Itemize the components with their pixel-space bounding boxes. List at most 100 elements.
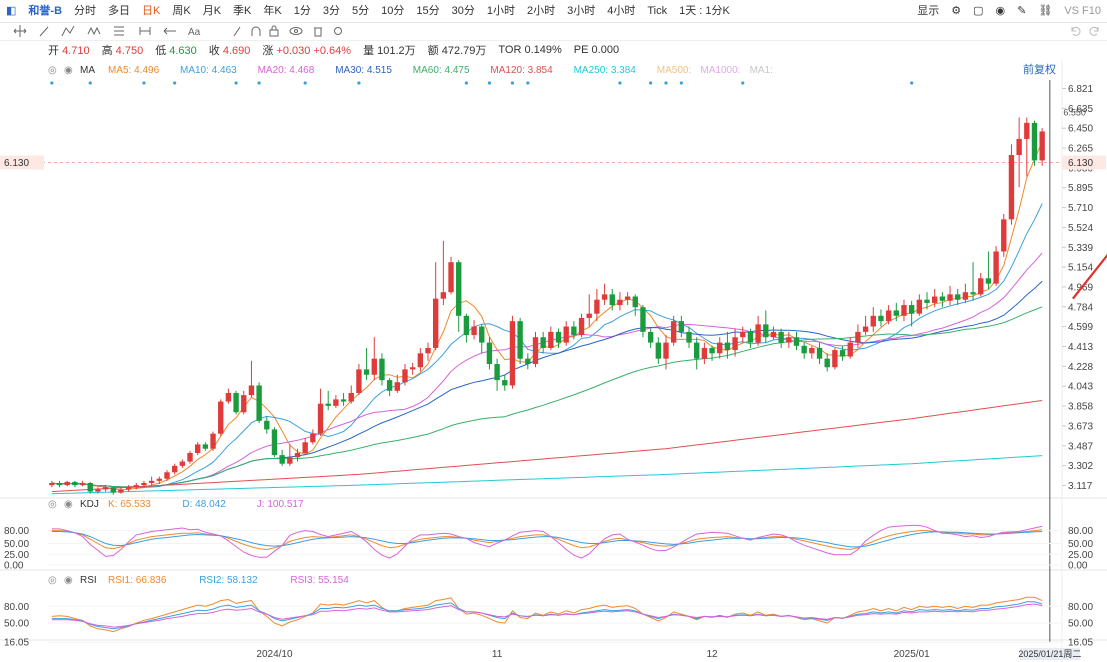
- period-tab-10[interactable]: 10分: [381, 5, 405, 17]
- x-label-1: 11: [492, 649, 503, 660]
- range-tool-icon[interactable]: [139, 27, 151, 35]
- redo-icon[interactable]: [1089, 26, 1099, 36]
- eye-tool-icon[interactable]: [289, 27, 303, 35]
- text-tool-icon[interactable]: Aa: [188, 27, 201, 38]
- ma-legend-7: MA500:: [657, 65, 691, 76]
- candle-body-11: [133, 485, 139, 488]
- period-tab-11[interactable]: 15分: [416, 5, 440, 17]
- candle-body-86: [709, 347, 715, 354]
- candle-body-119: [962, 292, 969, 300]
- magnet-tool-icon[interactable]: [251, 26, 261, 36]
- y-tick-label-7: 5.524: [1068, 223, 1093, 234]
- candle-body-36: [325, 403, 331, 406]
- period-tab-2[interactable]: 日K: [142, 5, 161, 17]
- period-tab-15[interactable]: 3小时: [567, 5, 596, 17]
- candle-body-106: [862, 326, 869, 332]
- candle-body-126: [1016, 138, 1022, 156]
- y-tick-label-14: 4.228: [1068, 362, 1093, 373]
- candle-body-37: [333, 399, 339, 406]
- wave-tool-icon[interactable]: [87, 26, 101, 36]
- candle-body-78: [647, 331, 654, 343]
- ma-line-ma20: [51, 252, 1043, 488]
- period-tab-5[interactable]: 季K: [233, 5, 252, 17]
- sidebar-toggle-icon[interactable]: ◧: [6, 5, 17, 17]
- settings-icon[interactable]: ⚙: [951, 5, 962, 17]
- candle-body-64: [540, 337, 546, 348]
- undo-icon[interactable]: [1071, 26, 1081, 36]
- line-tool-icon[interactable]: [39, 26, 49, 37]
- high-price: 高 4.750: [101, 45, 144, 57]
- current-price-right-label: 6.130: [1068, 158, 1093, 169]
- arrow-tool-icon[interactable]: [163, 27, 176, 35]
- candle-body-57: [486, 342, 493, 365]
- pen-icon[interactable]: ✎: [1017, 5, 1027, 17]
- display-menu[interactable]: 显示: [917, 5, 940, 17]
- candle-body-60: [509, 321, 516, 386]
- candle-body-117: [947, 294, 953, 301]
- y-tick-label-1: 6.635: [1068, 104, 1093, 115]
- kdj-y-tick-left-3: 0.00: [4, 561, 24, 572]
- rsi-y-tick-label-1: 50.00: [1068, 619, 1093, 630]
- candle-body-66: [555, 331, 562, 343]
- move-icon[interactable]: [13, 25, 27, 37]
- ma-line-ma250: [51, 455, 1043, 495]
- candle-body-48: [417, 353, 424, 368]
- trend-tool-icon[interactable]: [61, 25, 75, 37]
- kdj-legend-0: K: 65.533: [108, 499, 151, 510]
- svg-text:Aa: Aa: [188, 27, 201, 38]
- period-tab-7[interactable]: 1分: [293, 5, 311, 17]
- period-tab-14[interactable]: 2小时: [526, 5, 556, 17]
- period-toolbar: ◧ 和誉-B 分时 多日 日K 周K 月K 季K 年K 1分 3分 5分 10分 15分 30分 1小时 2小时…: [0, 0, 1107, 23]
- candle-body-67: [563, 326, 569, 343]
- candle-body-116: [939, 296, 946, 301]
- ma-title: MA: [80, 65, 95, 76]
- symbol-name[interactable]: 和誉-B: [28, 5, 63, 17]
- period-tab-18[interactable]: 1天 : 1分K: [679, 5, 730, 17]
- candle-body-71: [594, 299, 600, 314]
- vs-f10-button[interactable]: VS F10: [1064, 5, 1101, 17]
- lock-tool-icon[interactable]: [269, 25, 279, 37]
- y-tick-label-18: 3.487: [1068, 441, 1093, 452]
- stock-chart[interactable]: ◎ ◉ MA MA5: 4.496 MA10: 4.463 MA20: 4.468 MA30…: [0, 60, 1107, 662]
- period-tab-16[interactable]: 4小时: [607, 5, 636, 17]
- y-tick-label-8: 5.339: [1068, 243, 1093, 254]
- candle-body-46: [402, 369, 408, 383]
- candle-body-118: [955, 294, 961, 300]
- rsi-visibility-icon: ◉: [64, 575, 73, 586]
- period-tab-1[interactable]: 多日: [108, 5, 131, 17]
- candle-body-103: [839, 350, 846, 357]
- period-tab-8[interactable]: 3分: [322, 5, 340, 17]
- link-icon[interactable]: ⛓: [1038, 5, 1053, 17]
- period-tab-17[interactable]: Tick: [647, 5, 668, 17]
- candle-body-74: [617, 299, 623, 306]
- rsi-title: RSI: [80, 575, 97, 586]
- ma-legend-0: MA5: 4.496: [108, 65, 160, 76]
- rsi-legend-0: RSI1: 66.836: [108, 575, 167, 586]
- camera-icon[interactable]: ◉: [995, 5, 1006, 17]
- candle-body-127: [1024, 122, 1030, 139]
- candle-body-101: [824, 358, 830, 368]
- period-tab-6[interactable]: 年K: [263, 5, 282, 17]
- candle-body-80: [663, 342, 669, 359]
- candle-body-15: [164, 472, 170, 479]
- x-label-4: 2025/01/21周二: [1018, 649, 1081, 659]
- period-tab-3[interactable]: 周K: [172, 5, 191, 17]
- candle-body-1: [56, 482, 63, 486]
- event-dot-3: [173, 81, 177, 85]
- candle-body-109: [885, 310, 892, 322]
- period-tab-12[interactable]: 30分: [451, 5, 475, 17]
- period-tab-13[interactable]: 1小时: [486, 5, 515, 17]
- candle-body-99: [809, 347, 815, 354]
- period-tab-4[interactable]: 月K: [202, 5, 222, 17]
- ruler-tool-icon[interactable]: [233, 26, 241, 37]
- delete-tool-icon[interactable]: [314, 27, 322, 37]
- candle-body-125: [1008, 155, 1015, 220]
- candle-body-28: [264, 420, 270, 430]
- period-tab-0[interactable]: 分时: [74, 5, 97, 17]
- kdj-y-tick-label-2: 25.00: [1068, 550, 1093, 561]
- gear-tool-icon[interactable]: [334, 27, 342, 35]
- fib-tool-icon[interactable]: [114, 26, 124, 36]
- period-tab-9[interactable]: 5分: [351, 5, 370, 17]
- layout-icon[interactable]: ▢: [973, 5, 984, 17]
- candle-body-111: [901, 305, 907, 316]
